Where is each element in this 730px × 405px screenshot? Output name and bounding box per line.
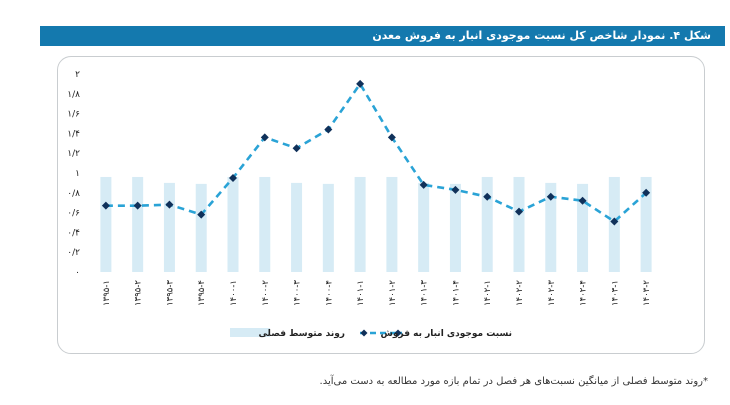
- x-tick-label: ۱۳۹۵-۲: [134, 280, 144, 306]
- y-tick-label: ۲: [75, 70, 80, 80]
- seasonal-bar: [227, 176, 239, 272]
- legend-swatch-seasonal: [230, 328, 270, 337]
- y-tick-label: ۱/۶: [67, 110, 80, 120]
- seasonal-bar: [640, 176, 652, 272]
- y-tick-label: ۱/۴: [67, 129, 80, 139]
- ratio-point: [292, 144, 301, 153]
- ratio-point: [165, 200, 174, 209]
- ratio-point: [356, 79, 365, 88]
- ratio-point: [642, 188, 651, 197]
- x-tick-label: ۱۳۹۵-۱: [102, 280, 112, 306]
- x-tick-label: ۱۴۰۳-۱: [610, 280, 620, 306]
- ratio-point: [101, 201, 110, 210]
- y-tick-label: ۱/۸: [67, 90, 80, 100]
- y-axis-ticks: ۰ ۰/۲ ۰/۴ ۰/۶ ۰/۸ ۱ ۱/۲ ۱/۴ ۱/۶ ۱/۸ ۲: [67, 70, 80, 278]
- ratio-point: [610, 217, 619, 226]
- legend-marker-left: [360, 329, 368, 337]
- seasonal-bar: [513, 176, 525, 272]
- x-tick-label: ۱۳۹۵-۳: [165, 280, 175, 306]
- ratio-point: [546, 192, 555, 201]
- ratio-point: [515, 207, 523, 216]
- ratio-point: [483, 192, 492, 201]
- ratio-point: [451, 185, 460, 194]
- seasonal-bar: [577, 183, 589, 272]
- line-layer: [101, 79, 651, 226]
- seasonal-bar: [132, 176, 144, 272]
- seasonal-bar: [386, 176, 398, 272]
- ratio-point: [197, 210, 206, 219]
- figure-title: شکل ۴. نمودار شاخص کل نسبت موجودی انبار …: [40, 26, 725, 46]
- legend-label-ratio: نسبت موجودی انبار به فروش: [380, 329, 512, 339]
- seasonal-bar: [481, 176, 493, 272]
- seasonal-bar: [418, 182, 430, 272]
- seasonal-bar: [354, 176, 366, 272]
- x-tick-label: ۱۴۰۱-۳: [420, 280, 430, 306]
- x-tick-label: ۱۴۰۰-۱: [229, 280, 239, 306]
- ratio-point: [133, 201, 142, 210]
- x-tick-label: ۱۴۰۳-۲: [642, 280, 652, 306]
- ratio-point: [324, 125, 333, 134]
- x-tick-label: ۱۴۰۱-۲: [388, 280, 398, 306]
- seasonal-bar: [291, 182, 303, 272]
- ratio-point: [229, 173, 237, 182]
- x-axis-ticks: ۱۳۹۵-۱ ۱۳۹۵-۲ ۱۳۹۵-۳ ۱۳۹۵-۴ ۱۴۰۰-۱ ۱۴۰۰-۲ ۱۴۰۰…: [102, 280, 652, 306]
- legend-marker-right: [394, 329, 402, 337]
- seasonal-bar: [163, 182, 175, 272]
- seasonal-bar: [195, 183, 207, 272]
- footnote: *روند متوسط فصلی از میانگین نسبت‌های هر …: [319, 376, 708, 387]
- x-tick-label: ۱۴۰۲-۴: [579, 280, 589, 306]
- x-tick-label: ۱۴۰۲-۲: [515, 280, 525, 306]
- bars-layer: [100, 176, 652, 272]
- x-tick-label: ۱۴۰۰-۲: [261, 280, 271, 306]
- ratio-series-line: [105, 81, 647, 224]
- y-tick-label: ۱: [75, 169, 80, 179]
- y-tick-label: ۰/۶: [67, 209, 80, 219]
- y-tick-label: ۰/۴: [67, 228, 80, 238]
- ratio-point: [260, 133, 269, 142]
- y-tick-label: ۰: [75, 268, 80, 278]
- ratio-point: [387, 133, 396, 142]
- seasonal-bar: [449, 183, 461, 272]
- seasonal-bar: [322, 183, 334, 272]
- seasonal-bar: [259, 176, 271, 272]
- x-tick-label: ۱۴۰۱-۱: [356, 280, 366, 306]
- x-tick-label: ۱۴۰۲-۱: [483, 280, 493, 306]
- seasonal-bar: [545, 182, 557, 272]
- ratio-point: [578, 196, 587, 205]
- x-tick-label: ۱۴۰۰-۴: [324, 280, 334, 306]
- x-tick-label: ۱۴۰۰-۳: [293, 280, 303, 306]
- y-tick-label: ۱/۲: [67, 149, 80, 159]
- legend: روند متوسط فصلی نسبت موجودی انبار به فرو…: [230, 328, 512, 339]
- x-tick-label: ۱۴۰۱-۴: [451, 280, 461, 306]
- y-tick-label: ۰/۸: [67, 189, 80, 199]
- x-tick-label: ۱۳۹۵-۴: [197, 280, 207, 306]
- legend-label-seasonal: روند متوسط فصلی: [258, 329, 345, 339]
- ratio-point: [419, 180, 428, 189]
- seasonal-bar: [100, 176, 112, 272]
- y-tick-label: ۰/۲: [67, 248, 80, 258]
- x-tick-label: ۱۴۰۲-۳: [547, 280, 557, 306]
